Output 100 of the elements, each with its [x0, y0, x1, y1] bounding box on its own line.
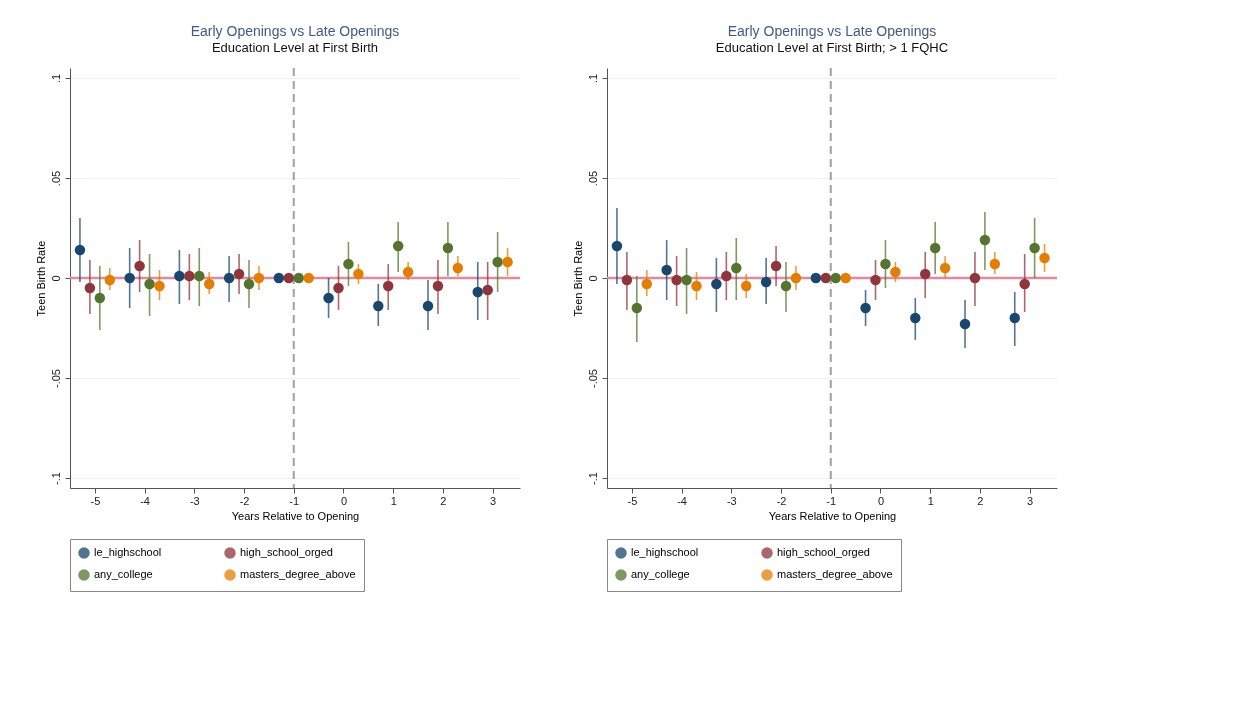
point: [472, 286, 483, 298]
x-tick-label: 1: [927, 494, 934, 507]
point: [1039, 252, 1050, 264]
point: [919, 268, 931, 280]
point: [194, 270, 205, 282]
point: [1029, 242, 1040, 254]
point: [432, 280, 444, 292]
point: [382, 280, 394, 292]
point: [870, 274, 881, 286]
y-tick-label: -.1: [49, 472, 62, 485]
chart-title: Early Openings vs Late Openings: [190, 23, 400, 39]
point: [631, 302, 643, 314]
y-tick-label: .05: [586, 170, 599, 187]
point: [184, 270, 195, 282]
point: [402, 266, 414, 278]
y-tick-label: 0: [586, 275, 599, 282]
x-axis-title: Years Relative to Opening: [231, 509, 360, 522]
point: [243, 278, 255, 290]
point: [860, 302, 871, 314]
point: [760, 276, 772, 288]
legend-label: le_highschool: [631, 546, 699, 558]
point: [283, 272, 295, 284]
point: [979, 234, 991, 246]
point: [880, 258, 891, 270]
point: [74, 244, 86, 256]
x-tick-label: -1: [289, 494, 300, 507]
point: [373, 300, 384, 312]
point: [144, 278, 155, 290]
point: [691, 280, 702, 292]
point: [203, 278, 215, 290]
point: [233, 268, 245, 280]
x-tick-label: 3: [1027, 494, 1034, 507]
point: [94, 292, 106, 304]
x-tick-label: -3: [189, 494, 200, 507]
point: [253, 272, 265, 284]
x-tick-label: 2: [440, 494, 447, 507]
y-tick-label: -.05: [49, 369, 62, 388]
y-tick-label: .05: [49, 170, 62, 187]
point: [740, 280, 752, 292]
y-tick-label: -.05: [586, 369, 599, 388]
point: [611, 240, 623, 252]
point: [929, 242, 941, 254]
y-tick-label: 0: [49, 275, 62, 282]
y-tick-label: -.1: [586, 472, 599, 485]
point: [84, 282, 96, 294]
point: [323, 292, 334, 304]
point: [422, 300, 434, 312]
point: [273, 272, 285, 284]
point: [104, 274, 116, 286]
point: [482, 284, 493, 296]
point: [790, 272, 802, 284]
point: [154, 280, 165, 292]
y-tick-label: .1: [586, 73, 599, 84]
point: [392, 240, 404, 252]
point: [134, 260, 145, 272]
chart-subtitle: Education Level at First Birth; > 1 FQHC: [715, 40, 949, 55]
x-tick-label: -2: [776, 494, 787, 507]
point: [810, 272, 822, 284]
x-axis-title: Years Relative to Opening: [768, 509, 897, 522]
point: [770, 260, 782, 272]
point: [939, 262, 951, 274]
x-tick-label: 2: [977, 494, 984, 507]
point: [721, 270, 732, 282]
legend-label: masters_degree_above: [240, 568, 356, 580]
point: [1009, 312, 1020, 324]
y-axis-title: Teen Birth Rate: [571, 240, 584, 317]
point: [124, 272, 135, 284]
point: [442, 242, 454, 254]
point: [780, 280, 792, 292]
chart-title: Early Openings vs Late Openings: [727, 23, 937, 39]
y-tick-label: .1: [49, 73, 62, 84]
legend-label: any_college: [94, 568, 153, 580]
x-tick-label: -5: [90, 494, 101, 507]
point: [969, 272, 981, 284]
legend-label: any_college: [631, 568, 690, 580]
point: [989, 258, 1001, 270]
legend-label: le_highschool: [94, 546, 162, 558]
y-axis-title: Teen Birth Rate: [34, 240, 47, 317]
point: [452, 262, 464, 274]
point: [711, 278, 722, 290]
point: [1019, 278, 1030, 290]
point: [353, 268, 364, 280]
point: [174, 270, 185, 282]
x-tick-label: 0: [340, 494, 348, 507]
point: [303, 272, 314, 284]
point: [502, 256, 513, 268]
legend-label: high_school_orged: [777, 546, 870, 558]
point: [820, 272, 832, 284]
point: [492, 256, 503, 268]
x-tick-label: -3: [726, 494, 737, 507]
point: [840, 272, 851, 284]
point: [681, 274, 692, 286]
point: [830, 272, 841, 284]
point: [671, 274, 682, 286]
point: [959, 318, 971, 330]
x-tick-label: -5: [627, 494, 638, 507]
point: [890, 266, 901, 278]
point: [333, 282, 344, 294]
x-tick-label: -4: [677, 494, 687, 507]
x-tick-label: -2: [239, 494, 250, 507]
